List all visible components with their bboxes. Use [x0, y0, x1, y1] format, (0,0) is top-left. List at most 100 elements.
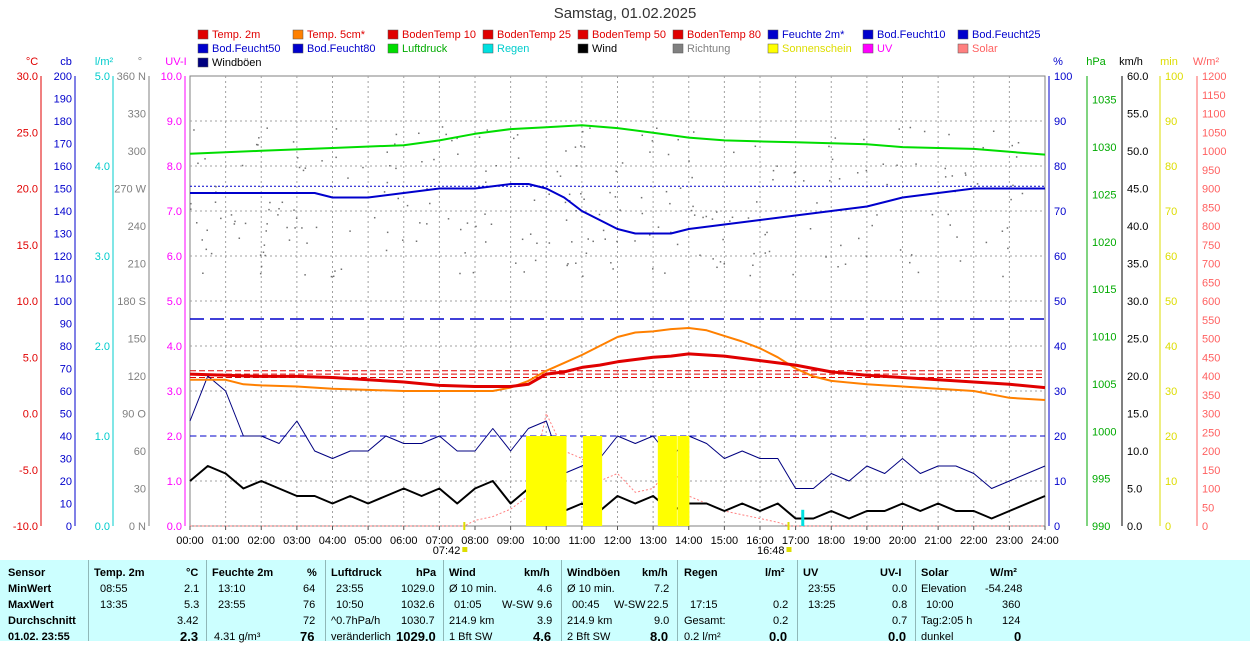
x-tick-label: 17:00: [782, 535, 810, 547]
pressure-max: 1032.6: [401, 599, 435, 611]
x-tick-label: 08:00: [461, 535, 489, 547]
wind-direction-point: [233, 223, 236, 225]
temp-current: 2.3: [180, 629, 199, 644]
rain-total-label: Gesamt:: [684, 615, 726, 627]
wind-direction-point: [234, 220, 236, 223]
temp-min-time: 08:55: [100, 583, 128, 595]
left-axis-tick-label: 360 N: [117, 71, 146, 83]
wind-direction-point: [951, 175, 954, 177]
wind-direction-point: [641, 212, 644, 215]
legend-label: Temp. 2m: [212, 29, 260, 41]
right-axis-tick-label: 90: [1054, 116, 1066, 128]
right-axis-tick-label: 1015: [1092, 284, 1116, 296]
left-axis-tick-label: 25.0: [17, 127, 38, 139]
left-axis-tick-label: 200: [54, 71, 72, 83]
right-axis-tick-label: 1000: [1202, 146, 1226, 158]
wind-direction-point: [277, 214, 279, 216]
wind-direction-point: [641, 134, 644, 137]
right-axis-tick-label: 0: [1054, 521, 1060, 533]
rain-unit: l/m²: [765, 567, 785, 579]
x-tick-label: 01:00: [212, 535, 240, 547]
wind-direction-point: [856, 172, 859, 174]
wind-direction-point: [896, 164, 898, 167]
wind-direction-point: [702, 216, 704, 219]
solar-unit: W/m²: [990, 567, 1017, 579]
left-axis-tick-label: 120: [128, 371, 146, 383]
rain-max-time: 17:15: [690, 599, 718, 611]
left-axis-tick-label: -5.0: [19, 465, 38, 477]
uv-min: 0.0: [892, 583, 908, 595]
legend-swatch: [387, 43, 399, 54]
page-title: Samstag, 01.02.2025: [553, 5, 697, 22]
wind-bft: 1 Bft SW: [449, 631, 493, 643]
wind-direction-point: [1006, 227, 1009, 229]
wind-direction-point: [992, 130, 995, 133]
wind-direction-point: [260, 265, 263, 268]
wind-direction-point: [456, 137, 458, 140]
humidity-abs: 4.31 g/m³: [214, 631, 261, 643]
right-axis-tick-label: 0.0: [1127, 521, 1142, 533]
left-axis-tick-label: 190: [54, 94, 72, 106]
x-tick-label: 20:00: [889, 535, 917, 547]
pressure-max-time: 10:50: [336, 599, 364, 611]
temp-max: 5.3: [184, 599, 200, 611]
wind-direction-point: [677, 138, 679, 141]
uv-max: 0.8: [892, 599, 908, 611]
wind-direction-point: [831, 158, 834, 161]
wind-direction-point: [421, 161, 423, 163]
left-axis-tick-label: 210: [128, 259, 146, 271]
wind-direction-point: [604, 238, 606, 240]
wind-direction-point: [265, 230, 267, 232]
wind-direction-point: [772, 169, 775, 172]
wind-direction-point: [931, 213, 934, 216]
series-line-luftdruck: [189, 124, 1046, 156]
wind-direction-point: [210, 252, 213, 255]
legend-swatch: [957, 29, 969, 40]
wind-direction-point: [691, 176, 693, 179]
wind-direction-point: [315, 226, 318, 229]
wind-direction-point: [529, 233, 532, 235]
left-axis-tick-label: 5.0: [23, 352, 38, 364]
left-axis-tick-label: 60: [134, 446, 146, 458]
wind-direction-point: [215, 185, 217, 188]
wind-direction-point: [536, 242, 538, 245]
wind-direction-point: [792, 273, 794, 276]
wind-direction-point: [475, 225, 477, 228]
gust-bft: 2 Bft SW: [567, 631, 611, 643]
wind-direction-point: [575, 262, 577, 264]
right-axis-tick-label: 1010: [1092, 332, 1116, 344]
wind-direction-point: [334, 270, 336, 272]
wind-direction-point: [230, 214, 233, 216]
left-axis-tick-label: 180 S: [117, 296, 146, 308]
wind-avg10: 4.6: [537, 583, 553, 595]
solar-avg: 124: [1002, 615, 1021, 627]
series-line-temp-2m: [189, 352, 1046, 390]
right-axis-tick-label: 1000: [1092, 426, 1116, 438]
wind-direction-point: [418, 132, 420, 135]
right-axis-tick-label: 5.0: [1127, 484, 1142, 496]
wind-distance: 214.9 km: [449, 615, 495, 627]
sunset-dot: [786, 547, 792, 552]
wind-direction-point: [580, 145, 582, 147]
right-axis-tick-label: 650: [1202, 277, 1220, 289]
right-axis-tick-label: 200: [1202, 446, 1220, 458]
wind-direction-point: [394, 143, 396, 145]
wind-direction-point: [383, 191, 386, 193]
wind-direction-point: [330, 275, 333, 278]
left-axis-tick-label: 6.0: [167, 251, 182, 263]
wind-direction-point: [1021, 192, 1024, 195]
wind-direction-point: [944, 176, 947, 178]
solar-max: 360: [1002, 599, 1021, 611]
right-axis-tick-label: 15.0: [1127, 409, 1148, 421]
legend-label: Luftdruck: [402, 43, 448, 55]
legend-label: Bod.Feucht10: [877, 29, 946, 41]
legend-swatch: [482, 43, 494, 54]
right-axis-tick-label: 60: [1165, 251, 1177, 263]
x-tick-label: 22:00: [960, 535, 988, 547]
wind-direction-point: [426, 223, 428, 225]
wind-direction-point: [723, 263, 726, 265]
left-axis-tick-label: 130: [54, 229, 72, 241]
wind-direction-point: [886, 183, 888, 186]
wind-direction-point: [664, 272, 666, 274]
wind-direction-point: [214, 201, 217, 203]
